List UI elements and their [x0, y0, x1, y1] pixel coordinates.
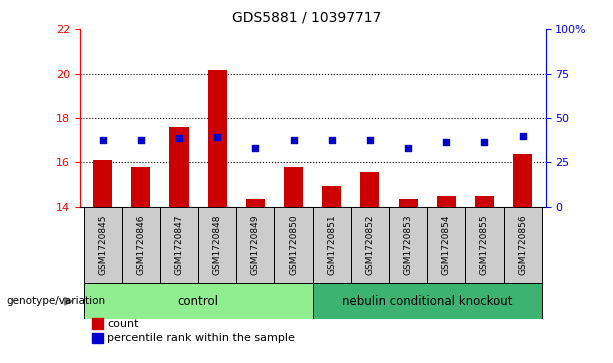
Text: GSM1720848: GSM1720848 [213, 215, 222, 275]
Point [327, 137, 337, 143]
Bar [475, 196, 494, 207]
Bar [83, 207, 122, 283]
Point [212, 134, 222, 140]
Text: percentile rank within the sample: percentile rank within the sample [107, 333, 295, 343]
Text: GSM1720853: GSM1720853 [403, 215, 413, 276]
Text: GSM1720852: GSM1720852 [365, 215, 375, 275]
Bar [122, 207, 160, 283]
Bar [427, 207, 465, 283]
Bar [313, 207, 351, 283]
Bar [131, 167, 150, 207]
Bar [389, 207, 427, 283]
Bar [322, 186, 341, 207]
Point [289, 137, 299, 143]
Text: nebulin conditional knockout: nebulin conditional knockout [342, 295, 512, 308]
Bar [360, 172, 379, 207]
Point [403, 145, 413, 151]
Bar [513, 154, 532, 207]
Bar [351, 207, 389, 283]
Bar [284, 167, 303, 207]
Point [518, 133, 528, 139]
Text: GSM1720847: GSM1720847 [175, 215, 183, 275]
Text: genotype/variation: genotype/variation [6, 296, 105, 306]
Point [174, 135, 184, 141]
Bar [169, 127, 189, 207]
Bar [436, 196, 456, 207]
Bar [83, 283, 313, 319]
Bar [208, 70, 227, 207]
Text: GSM1720846: GSM1720846 [136, 215, 145, 275]
Text: GSM1720845: GSM1720845 [98, 215, 107, 275]
Bar [236, 207, 275, 283]
Bar [93, 160, 112, 207]
Point [97, 137, 107, 143]
Bar [246, 199, 265, 207]
Text: GSM1720851: GSM1720851 [327, 215, 336, 276]
Text: count: count [107, 319, 139, 329]
Point [441, 139, 451, 145]
Text: GSM1720849: GSM1720849 [251, 215, 260, 275]
Bar [503, 207, 542, 283]
Point [136, 137, 146, 143]
Bar [160, 207, 198, 283]
Bar [198, 207, 236, 283]
Text: GSM1720854: GSM1720854 [442, 215, 451, 275]
Text: GDS5881 / 10397717: GDS5881 / 10397717 [232, 11, 381, 25]
Bar [465, 207, 503, 283]
Point [479, 139, 489, 145]
Point [365, 137, 375, 143]
Bar [275, 207, 313, 283]
Text: GSM1720850: GSM1720850 [289, 215, 298, 276]
Point [251, 145, 261, 151]
Text: control: control [178, 295, 219, 308]
Text: GSM1720856: GSM1720856 [518, 215, 527, 276]
Text: GSM1720855: GSM1720855 [480, 215, 489, 276]
Bar [398, 199, 417, 207]
Bar [313, 283, 542, 319]
